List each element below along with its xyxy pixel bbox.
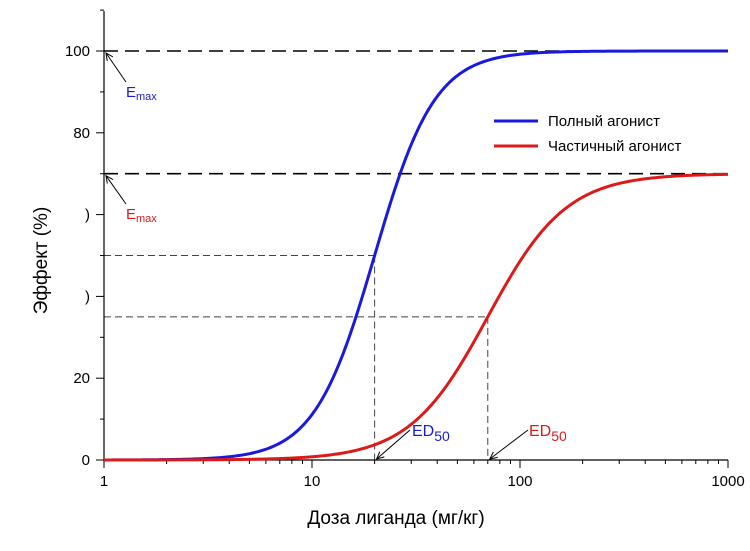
y-tick-label: ) [85, 207, 90, 224]
x-axis-title: Доза лиганда (мг/кг) [307, 508, 484, 529]
y-tick-label: 100 [65, 43, 90, 60]
emax-partial-label: Emax [126, 206, 157, 225]
ed50-full-arrow-head [375, 451, 385, 460]
x-tick-label: 100 [507, 473, 532, 490]
x-tick-label: 1000 [711, 473, 744, 490]
y-tick-label: 20 [73, 370, 90, 387]
emax-full-arrow-head [105, 52, 114, 61]
ed50-full-label: ED50 [412, 423, 450, 444]
emax-partial-arrow-head [105, 174, 114, 184]
ed50-partial-label: ED50 [529, 423, 567, 444]
legend-label-partial: Частичный агонист [548, 138, 682, 155]
emax-full-label: Emax [126, 84, 157, 103]
partial-agonist-curve [104, 172, 729, 462]
legend-label-full: Полный агонист [548, 113, 660, 130]
y-tick-label: 80 [73, 125, 90, 142]
emax-partial-arrow [105, 175, 127, 205]
ed50-full-arrow [376, 429, 411, 460]
y-tick-label: ) [85, 288, 90, 305]
x-tick-label: 1 [100, 473, 108, 490]
y-axis-title: Эффект (%) [31, 207, 52, 315]
y-tick-label: 0 [82, 452, 90, 469]
ed50-partial-arrow-head [488, 451, 498, 460]
ed50-partial-arrow [489, 429, 529, 460]
emax-full-arrow [105, 52, 127, 83]
x-tick-label: 10 [304, 473, 321, 490]
